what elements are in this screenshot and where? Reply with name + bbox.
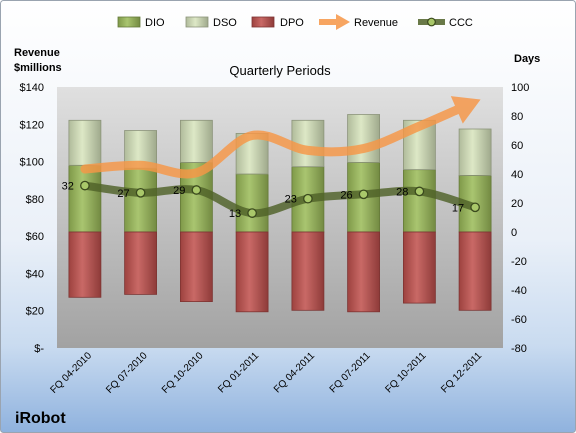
company-name: iRobot: [15, 410, 66, 427]
bar-dio-fq-07-2010: [124, 167, 157, 233]
ccc-data-label-fq-04-2010: 32: [62, 181, 74, 193]
chart-title: Quarterly Periods: [229, 63, 331, 78]
bar-dio-fq-10-2011: [402, 169, 436, 233]
legend: DIO DSO DPO Revenue CCC: [117, 14, 473, 30]
left-axis-tick-label: $100: [20, 157, 44, 169]
legend-label-dso: DSO: [213, 17, 237, 29]
left-axis-tick-label: $140: [20, 82, 44, 94]
right-axis-tick-label: 100: [511, 82, 529, 94]
bar-dpo-fq-12-2011: [458, 231, 492, 311]
ccc-marker-fq-01-2011: [247, 208, 257, 218]
ccc-marker-fq-12-2011: [470, 202, 480, 213]
bar-dpo-fq-07-2010: [124, 231, 157, 295]
right-axis-tick-label: -40: [511, 285, 527, 297]
ccc-marker-fq-10-2010: [191, 185, 202, 195]
bar-dpo-fq-10-2011: [402, 231, 436, 304]
ccc-data-label-fq-04-2011: 23: [285, 194, 297, 206]
right-axis-tick-label: -20: [511, 256, 527, 268]
left-axis-tick-label: $120: [20, 119, 44, 131]
ccc-marker-fq-04-2011: [303, 193, 313, 204]
right-axis-tick-label: 80: [511, 111, 523, 123]
right-axis-tick-label: -60: [511, 314, 527, 326]
ccc-marker-fq-07-2011: [358, 189, 369, 200]
revenue-arrow: [80, 96, 481, 179]
left-axis-tick-label: $80: [26, 194, 44, 206]
right-axis-tick-label: 0: [511, 227, 517, 239]
legend-label-dpo: DPO: [280, 17, 304, 29]
bar-dso-fq-12-2011: [458, 128, 492, 176]
ccc-data-label-fq-07-2011: 26: [340, 189, 352, 201]
left-axis-tick-label: $20: [26, 306, 44, 318]
left-axis-tick-label: $60: [26, 231, 44, 243]
ccc-series: [80, 180, 480, 218]
legend-label-dio: DIO: [145, 17, 165, 29]
legend-label-revenue: Revenue: [354, 17, 398, 29]
bar-dio-fq-01-2011: [235, 173, 269, 233]
right-axis-title: Days: [514, 53, 540, 65]
legend-symbol-ccc-line: [418, 17, 445, 27]
revenue-series: [80, 96, 481, 179]
ccc-marker-fq-10-2011: [414, 186, 425, 197]
legend-swatch-dpo: [251, 16, 275, 28]
ccc-marker-fq-04-2010: [80, 180, 90, 191]
left-axis-tick-label: $40: [26, 268, 44, 280]
bar-dso-fq-04-2010: [68, 119, 102, 166]
legend-symbol-revenue-arrow: [319, 14, 350, 30]
bars-layer: [68, 114, 492, 313]
ccc-data-label-fq-07-2010: 27: [117, 188, 129, 200]
ccc-data-label-fq-12-2011: 17: [452, 202, 464, 214]
right-axis-tick-label: -80: [511, 343, 527, 355]
revenue-arrowhead: [450, 96, 481, 124]
bar-dpo-fq-01-2011: [235, 231, 269, 313]
ccc-data-label-fq-10-2011: 28: [396, 186, 408, 198]
bar-dso-fq-10-2010: [179, 119, 213, 163]
ccc-data-label-fq-10-2010: 29: [173, 185, 185, 197]
bar-dpo-fq-10-2010: [179, 231, 213, 302]
ccc-data-label-fq-01-2011: 13: [229, 208, 241, 220]
bar-dpo-fq-07-2011: [347, 231, 381, 313]
legend-swatch-dio: [117, 16, 141, 28]
bar-dso-fq-07-2011: [347, 114, 381, 163]
ccc-marker-fq-07-2010: [135, 187, 146, 198]
bar-dpo-fq-04-2011: [291, 231, 325, 311]
data-labels-layer: 32 27 29 13 23 26 28 17: [62, 181, 464, 221]
right-axis-tick-label: 20: [511, 198, 523, 210]
lines-layer: [80, 96, 481, 218]
left-axis-tick-label: $-: [34, 343, 44, 355]
legend-label-ccc: CCC: [449, 17, 473, 29]
bar-dio-fq-04-2010: [68, 164, 102, 233]
right-axis-tick-label: 40: [511, 169, 523, 181]
plot-area: [57, 87, 503, 348]
revenue-line: [80, 105, 462, 179]
left-axis-title-line-1: Revenue: [14, 47, 60, 59]
right-axis-tick-label: 60: [511, 140, 523, 152]
bar-dpo-fq-04-2010: [68, 231, 102, 298]
left-axis-title-line-2: $millions: [14, 62, 62, 74]
legend-swatch-dso: [185, 16, 209, 28]
